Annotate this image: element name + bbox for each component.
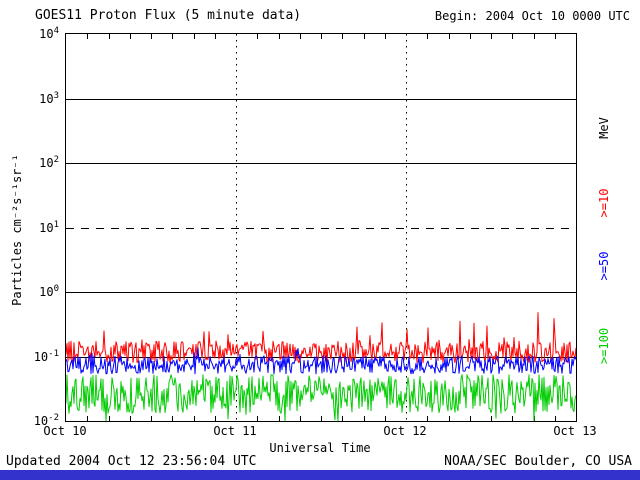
chart-title: GOES11 Proton Flux (5 minute data) xyxy=(35,8,302,23)
x-tick-label: Oct 10 xyxy=(43,424,87,438)
credit-text: NOAA/SEC Boulder, CO USA xyxy=(444,454,632,469)
right-unit-label: MeV xyxy=(597,117,611,139)
y-tick-label-10e2: 102 xyxy=(39,155,59,170)
y-tick-label-10e-1: 10-1 xyxy=(33,348,59,364)
updated-timestamp: Updated 2004 Oct 12 23:56:04 UTC xyxy=(6,454,257,469)
series-label->=100: >=100 xyxy=(597,327,611,365)
x-tick-label: Oct 11 xyxy=(213,424,257,438)
x-tick-label: Oct 12 xyxy=(383,424,427,438)
y-tick-label-10e3: 103 xyxy=(39,90,59,106)
x-tick-label: Oct 13 xyxy=(553,424,597,438)
begin-timestamp: Begin: 2004 Oct 10 0000 UTC xyxy=(434,9,630,23)
y-tick-label-10e-2: 10-2 xyxy=(33,413,59,428)
bottom-bar xyxy=(0,470,640,480)
y-tick-label-10e1: 101 xyxy=(39,219,59,235)
series-label->=50: >=50 xyxy=(597,251,611,281)
y-tick-label-10e4: 104 xyxy=(39,26,59,41)
series-line->=50 xyxy=(66,347,576,375)
series-label->=10: >=10 xyxy=(597,188,611,218)
series-line->=10 xyxy=(66,312,576,364)
series-line->=100 xyxy=(66,374,576,421)
y-tick-label-10e0: 100 xyxy=(39,284,59,299)
x-axis-label: Universal Time xyxy=(269,441,371,455)
plot-canvas xyxy=(66,34,576,421)
plot-area xyxy=(65,33,577,422)
